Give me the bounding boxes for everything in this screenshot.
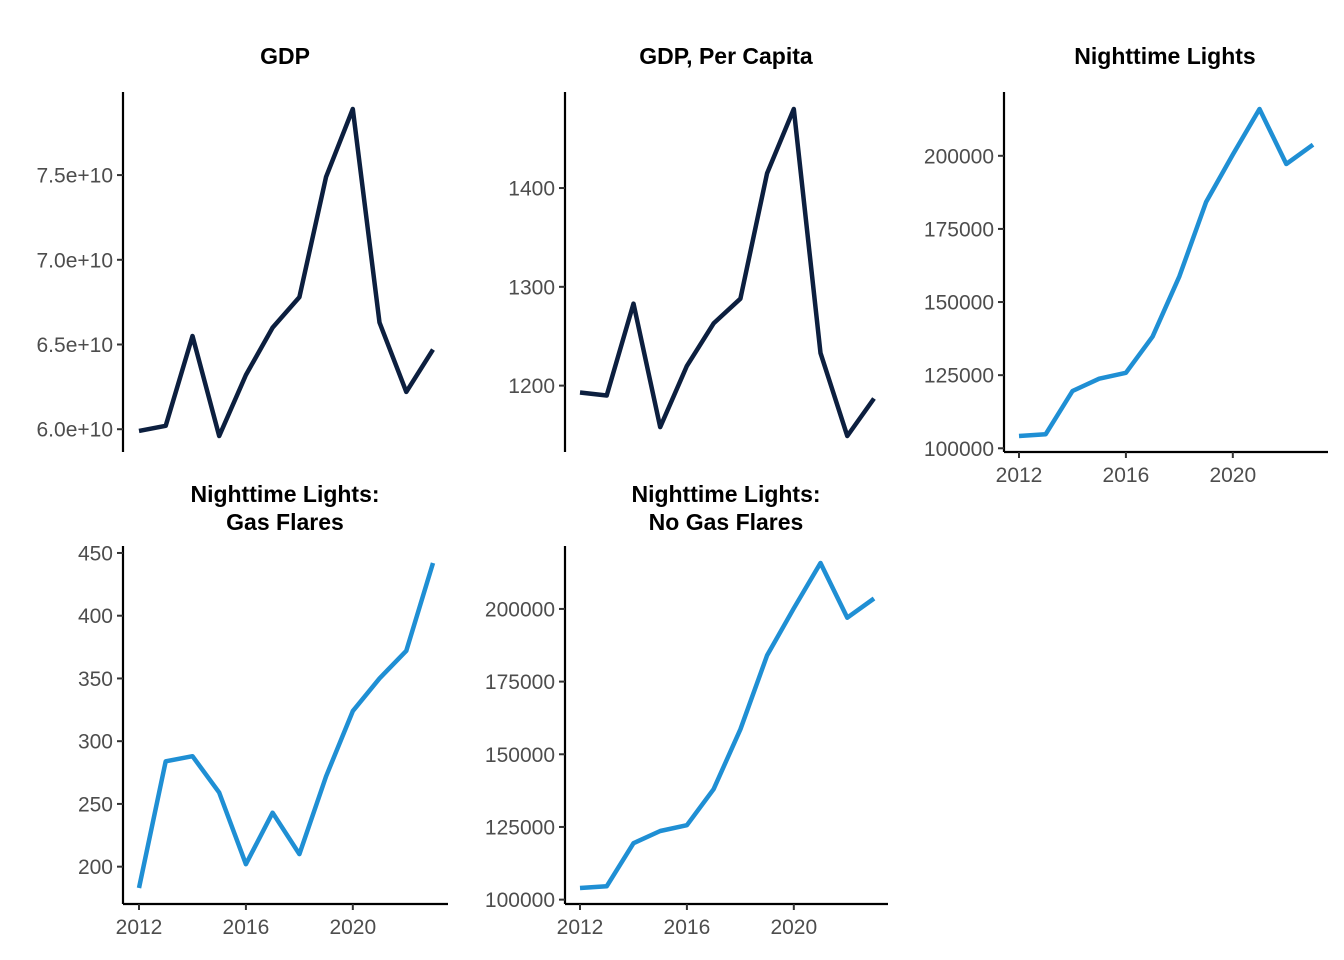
- panel-title: Nighttime Lights: [1074, 43, 1255, 69]
- panel-title-line: Nighttime Lights: [1074, 43, 1255, 69]
- x-tick-label: 2020: [770, 916, 817, 939]
- panel-3: Nighttime Lights 100000 125000 150000 175000…: [924, 43, 1328, 487]
- y-tick-label: 175000: [485, 671, 555, 694]
- series-line: [138, 106, 435, 439]
- x-tick-label: 2020: [1209, 464, 1256, 487]
- panel-5: Nighttime Lights: No Gas Flares 100000 1250…: [485, 481, 888, 939]
- y-tick-label: 125000: [924, 365, 994, 388]
- panel-title: Nighttime Lights: Gas Flares: [190, 481, 379, 535]
- y-tick-label: 100000: [485, 889, 555, 912]
- y-tick-label: 200000: [485, 598, 555, 621]
- panel-4: Nighttime Lights: Gas Flares 200 250 300 350 4…: [78, 481, 448, 939]
- x-tick-label: 2020: [329, 916, 376, 939]
- y-tick-label: 450: [78, 542, 113, 565]
- y-tick-label: 150000: [924, 292, 994, 315]
- y-tick-label: 250: [78, 793, 113, 816]
- x-tick-label: 2012: [557, 916, 604, 939]
- panel-2: GDP, Per Capita 1200 1300 1400: [508, 43, 876, 452]
- panel-title-line: No Gas Flares: [649, 509, 804, 535]
- y-tick-label: 200000: [924, 145, 994, 168]
- panel-title-line: Nighttime Lights:: [631, 481, 820, 507]
- panel-title: GDP: [260, 43, 310, 69]
- y-tick-label: 6.5e+10: [37, 334, 114, 357]
- x-tick-label: 2016: [1103, 464, 1150, 487]
- panel-title-line: Nighttime Lights:: [190, 481, 379, 507]
- y-tick-label: 100000: [924, 438, 994, 461]
- y-tick-label: 1300: [508, 276, 555, 299]
- y-tick-label: 7.0e+10: [37, 249, 114, 272]
- x-tick-label: 2012: [996, 464, 1043, 487]
- panel-title: GDP, Per Capita: [639, 43, 813, 69]
- y-tick-label: 1200: [508, 375, 555, 398]
- x-tick-label: 2016: [223, 916, 270, 939]
- x-tick-label: 2012: [116, 916, 163, 939]
- y-tick-label: 1400: [508, 178, 555, 201]
- y-tick-label: 350: [78, 668, 113, 691]
- series-line: [1018, 106, 1315, 439]
- y-tick-label: 150000: [485, 744, 555, 767]
- x-tick-label: 2016: [664, 916, 711, 939]
- y-tick-label: 7.5e+10: [37, 165, 114, 188]
- series-line: [136, 562, 436, 889]
- series-line: [579, 106, 876, 439]
- panel-title: Nighttime Lights: No Gas Flares: [631, 481, 820, 535]
- panel-title-line: GDP, Per Capita: [639, 43, 813, 69]
- series-line: [579, 560, 876, 891]
- y-tick-label: 200: [78, 856, 113, 879]
- panel-title-line: Gas Flares: [226, 509, 344, 535]
- panel-1: GDP 6.0e+10 6.5e+10 7.0e+10 7.5e+10: [37, 43, 435, 452]
- y-tick-label: 175000: [924, 218, 994, 241]
- y-tick-label: 300: [78, 731, 113, 754]
- y-tick-label: 400: [78, 605, 113, 628]
- panel-title-line: GDP: [260, 43, 310, 69]
- y-tick-label: 6.0e+10: [37, 419, 114, 442]
- y-tick-label: 125000: [485, 816, 555, 839]
